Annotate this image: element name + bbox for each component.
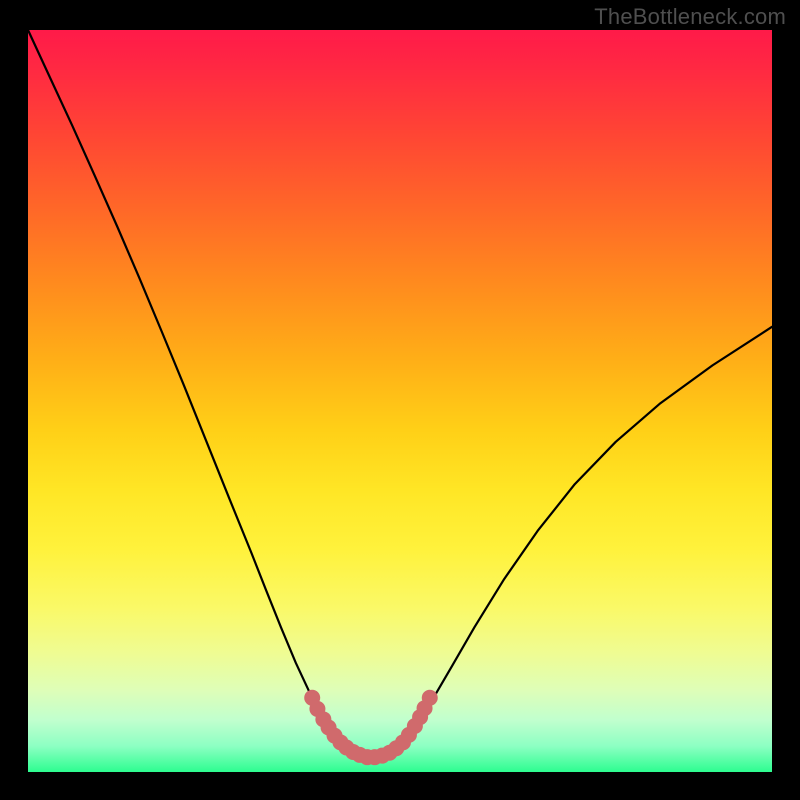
bottleneck-chart — [0, 0, 800, 800]
gradient-background — [28, 30, 772, 772]
chart-frame: TheBottleneck.com — [0, 0, 800, 800]
